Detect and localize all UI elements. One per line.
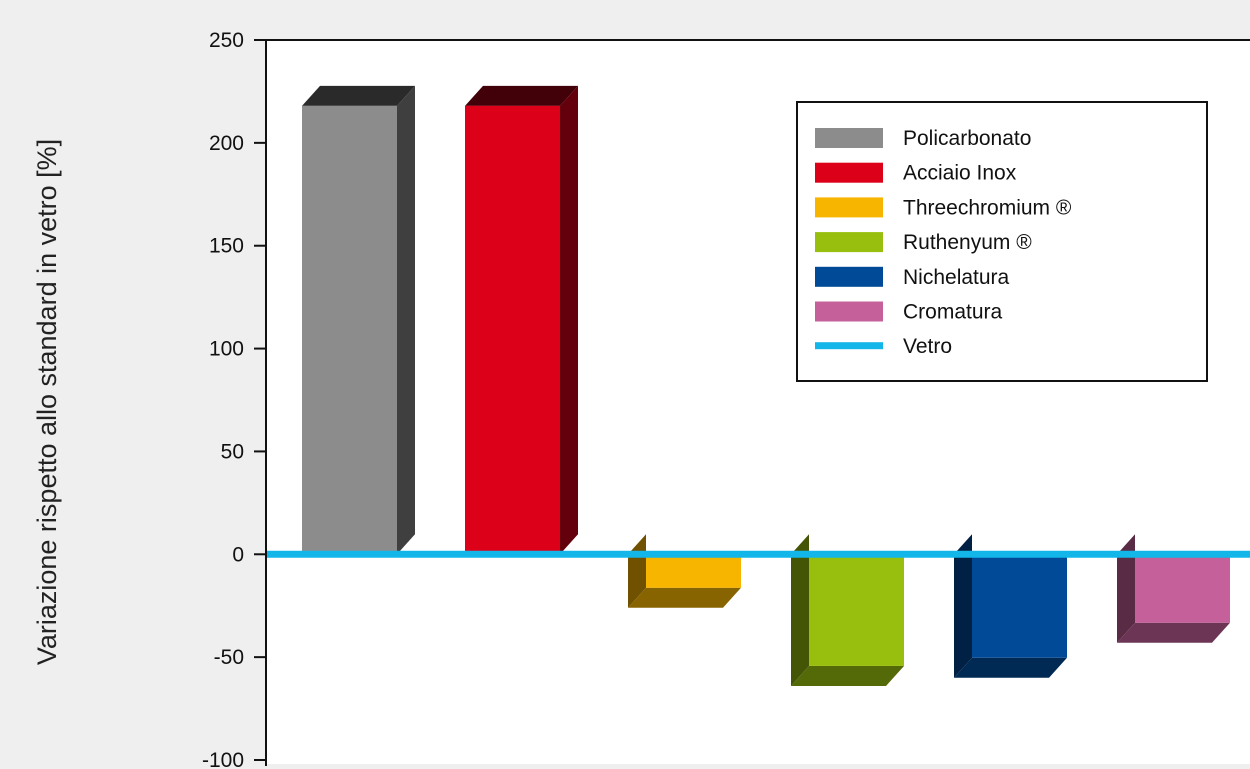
bar-policarbonato xyxy=(302,85,415,555)
bar-acciaio-inox xyxy=(465,85,578,555)
legend-label: Threechromium ® xyxy=(903,196,1072,219)
bar-side-face xyxy=(954,534,972,678)
y-axis-label: Variazione rispetto allo standard in vet… xyxy=(32,139,62,665)
y-tick-label: -100 xyxy=(202,749,244,769)
legend-swatch xyxy=(815,128,883,148)
bar-front-face xyxy=(1135,554,1230,623)
legend-swatch xyxy=(815,266,883,287)
y-tick-label: 200 xyxy=(209,132,244,155)
legend-item: Ruthenyum ® xyxy=(815,231,1032,254)
legend: Policarbonato Acciaio Inox Threechromium ®… xyxy=(796,101,1208,382)
bar-bottom-face xyxy=(628,587,741,608)
legend-item: Acciaio Inox xyxy=(815,162,1017,185)
legend-label: Acciaio Inox xyxy=(903,162,1017,185)
legend-label: Policarbonato xyxy=(903,127,1031,150)
bar-front-face xyxy=(646,554,741,588)
legend-label: Vetro xyxy=(903,335,952,358)
bar-front-face xyxy=(972,554,1067,658)
legend-swatch xyxy=(815,162,883,183)
bar-ruthenyum xyxy=(791,534,904,686)
bar-front-face xyxy=(809,554,904,666)
bar-nichelatura xyxy=(954,534,1067,678)
bar-side-face xyxy=(1117,534,1135,643)
bar-side-face xyxy=(791,534,809,686)
bar-bottom-face xyxy=(1117,622,1230,643)
y-tick-label: 250 xyxy=(209,29,244,52)
y-tick-label: 0 xyxy=(232,543,244,566)
bar-bottom-face xyxy=(791,665,904,686)
bar-side-face xyxy=(397,85,415,555)
legend-swatch xyxy=(815,197,883,218)
legend-item: Threechromium ® xyxy=(815,196,1072,219)
y-tick-label: 50 xyxy=(221,440,244,463)
bar-top-face xyxy=(465,85,578,106)
legend-label: Ruthenyum ® xyxy=(903,231,1032,254)
legend-item: Nichelatura xyxy=(815,266,1010,289)
y-tick-label: -50 xyxy=(214,646,244,669)
legend-swatch xyxy=(815,342,883,350)
legend-swatch xyxy=(815,301,883,322)
legend-swatch xyxy=(815,232,883,253)
bar-bottom-face xyxy=(954,657,1067,678)
y-ticks: 250 200 150 100 50 0 -50 -100 xyxy=(202,29,266,769)
y-tick-label: 150 xyxy=(209,235,244,258)
bar-top-face xyxy=(302,85,415,106)
legend-label: Cromatura xyxy=(903,301,1003,324)
legend-item: Policarbonato xyxy=(815,127,1031,150)
legend-label: Nichelatura xyxy=(903,266,1010,289)
bar-front-face xyxy=(465,105,560,555)
legend-item: Vetro xyxy=(815,335,952,358)
y-tick-label: 100 xyxy=(209,338,244,361)
legend-item: Cromatura xyxy=(815,301,1003,324)
bar-side-face xyxy=(560,85,578,555)
bars-group xyxy=(302,85,1230,686)
bar-front-face xyxy=(302,105,397,555)
bar-cromatura xyxy=(1117,534,1230,643)
